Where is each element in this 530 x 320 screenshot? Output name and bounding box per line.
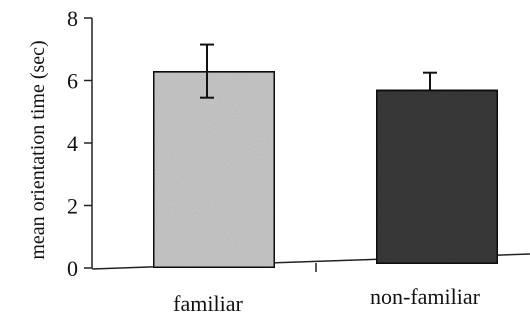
bar-non-familiar <box>374 88 500 266</box>
y-axis: 0 2 4 6 8 <box>67 6 93 281</box>
category-labels: familiar non-familiar <box>173 284 480 316</box>
category-label-familiar: familiar <box>173 291 243 316</box>
y-tick-label: 8 <box>67 6 78 31</box>
y-axis-title: mean orientation time (sec) <box>27 40 49 259</box>
y-tick-label: 4 <box>67 131 78 156</box>
y-tick-label: 2 <box>67 194 78 219</box>
error-bars <box>200 43 437 99</box>
bars <box>151 69 500 270</box>
y-tick-label: 0 <box>67 256 78 281</box>
y-tick-label: 6 <box>67 69 78 94</box>
bar-familiar <box>151 69 277 270</box>
category-label-non-familiar: non-familiar <box>370 284 481 309</box>
